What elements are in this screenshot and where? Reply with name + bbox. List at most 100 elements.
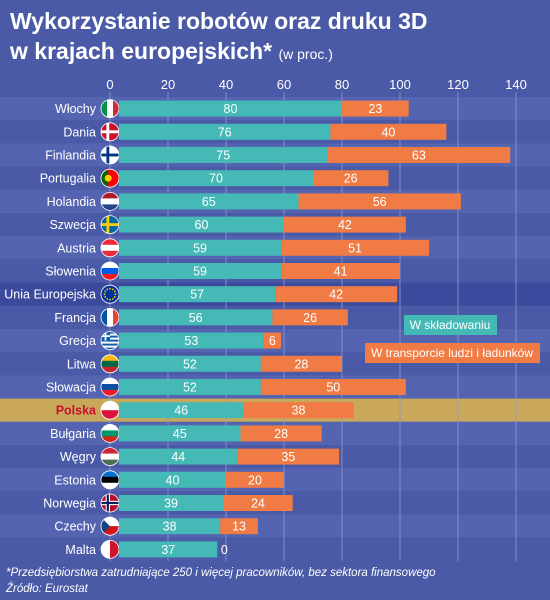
flag-part bbox=[106, 288, 109, 291]
flag-part bbox=[104, 296, 107, 298]
bar-storage bbox=[119, 216, 284, 233]
flag-part bbox=[101, 244, 119, 252]
bar-storage bbox=[119, 425, 241, 442]
bar-transport bbox=[260, 355, 342, 372]
bar-storage bbox=[119, 100, 342, 117]
flag-part bbox=[101, 459, 119, 466]
data-label-storage: 80 bbox=[224, 102, 238, 116]
bar-transport bbox=[263, 332, 282, 349]
legend-label-storage: W składowaniu bbox=[410, 318, 491, 332]
bar-transport bbox=[272, 309, 348, 326]
bar-storage bbox=[119, 379, 261, 395]
flag-part bbox=[104, 290, 107, 293]
czech-flag bbox=[101, 517, 119, 536]
slovenia-flag bbox=[101, 262, 119, 280]
data-label-storage: 37 bbox=[161, 543, 175, 557]
flag-part bbox=[101, 476, 119, 484]
bar-transport bbox=[223, 495, 293, 511]
flag-part bbox=[101, 285, 119, 304]
data-label-transport: 51 bbox=[348, 241, 362, 255]
bar-storage bbox=[119, 286, 276, 303]
norway-flag bbox=[101, 494, 119, 512]
bar-transport bbox=[275, 286, 398, 303]
bar-transport bbox=[330, 123, 447, 140]
flag-part bbox=[106, 298, 109, 300]
bar-storage bbox=[119, 332, 264, 349]
bar-transport bbox=[327, 147, 511, 163]
category-label: Holandia bbox=[47, 195, 96, 209]
flag-part bbox=[101, 517, 110, 536]
flag-part bbox=[101, 390, 119, 396]
data-label-transport: 41 bbox=[334, 265, 348, 279]
title-line-2: w krajach europejskich* (w proc.) bbox=[10, 36, 540, 69]
bar-storage bbox=[119, 448, 238, 465]
flag-part bbox=[104, 174, 112, 182]
flag-part bbox=[101, 430, 119, 437]
category-label: Finlandia bbox=[45, 149, 96, 163]
flag-part bbox=[107, 308, 114, 327]
flag-part bbox=[101, 540, 111, 559]
category-label: Szwecja bbox=[49, 218, 96, 232]
flag-part bbox=[101, 384, 119, 391]
flag-part bbox=[111, 298, 114, 300]
title-line-2-text: w krajach europejskich* bbox=[10, 38, 273, 64]
data-label-transport: 6 bbox=[269, 334, 276, 348]
data-label-transport: 0 bbox=[221, 543, 228, 557]
data-label-transport: 28 bbox=[294, 357, 308, 371]
legend-label-transport: W transporcie ludzi i ładunków bbox=[371, 346, 533, 360]
data-label-storage: 76 bbox=[218, 125, 232, 139]
flag-part bbox=[101, 341, 119, 344]
data-label-transport: 13 bbox=[232, 520, 246, 534]
data-label-storage: 75 bbox=[216, 149, 230, 163]
flag-part bbox=[101, 501, 119, 505]
flag-part bbox=[101, 378, 119, 385]
austria-flag bbox=[101, 238, 119, 257]
data-label-transport: 38 bbox=[292, 404, 306, 418]
legend-swatch-transport bbox=[365, 343, 540, 363]
sweden-flag bbox=[101, 215, 119, 234]
data-label-storage: 45 bbox=[173, 427, 187, 441]
data-label-transport: 26 bbox=[303, 311, 317, 325]
category-label: Norwegia bbox=[43, 497, 96, 511]
flag-part bbox=[101, 223, 119, 227]
bar-transport bbox=[281, 263, 400, 279]
bar-storage bbox=[119, 147, 328, 163]
data-label-storage: 65 bbox=[202, 195, 216, 209]
bar-transport bbox=[281, 239, 429, 256]
flag-part bbox=[101, 343, 119, 346]
flag-part bbox=[101, 308, 108, 327]
title-unit: (w proc.) bbox=[278, 46, 333, 62]
source-note: Źródło: Eurostat bbox=[6, 583, 88, 595]
italy-flag bbox=[101, 99, 119, 118]
x-tick-label: 20 bbox=[161, 77, 175, 92]
data-label-transport: 35 bbox=[281, 450, 295, 464]
flag-part bbox=[110, 540, 119, 559]
flag-part bbox=[101, 470, 119, 478]
data-label-transport: 26 bbox=[344, 172, 358, 186]
flag-part bbox=[101, 335, 110, 337]
bar-transport bbox=[284, 216, 406, 233]
data-label-transport: 20 bbox=[248, 473, 262, 487]
data-label-transport: 42 bbox=[329, 288, 343, 302]
flag-part bbox=[101, 339, 119, 342]
bar-storage bbox=[119, 541, 218, 558]
flag-part bbox=[101, 447, 119, 455]
category-label: Słowacja bbox=[46, 381, 96, 395]
data-label-storage: 46 bbox=[174, 404, 188, 418]
portugal-flag bbox=[101, 169, 119, 188]
flag-part bbox=[101, 238, 119, 246]
data-label-storage: 39 bbox=[164, 497, 178, 511]
bar-storage bbox=[119, 471, 226, 488]
bar-storage bbox=[119, 518, 221, 535]
estonia-flag bbox=[101, 470, 119, 489]
flag-part bbox=[101, 274, 119, 280]
data-label-storage: 60 bbox=[195, 218, 209, 232]
bar-transport bbox=[237, 448, 340, 465]
bar-transport bbox=[240, 425, 322, 442]
flag-part bbox=[101, 410, 119, 420]
flag-part bbox=[101, 130, 119, 134]
poland-flag bbox=[101, 401, 119, 420]
data-label-transport: 42 bbox=[338, 218, 352, 232]
flag-part bbox=[101, 366, 119, 373]
flag-part bbox=[111, 288, 114, 291]
